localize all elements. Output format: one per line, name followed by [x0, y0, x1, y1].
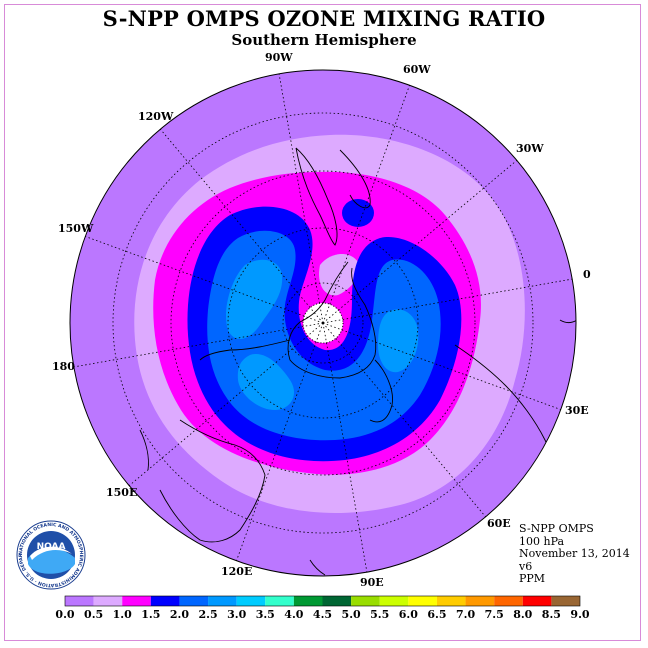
lon-label-30w: 30W — [516, 142, 544, 155]
lon-label-60w: 60W — [403, 63, 431, 76]
colorbar-tick-label: 1.0 — [112, 608, 132, 621]
map-title: S-NPP OMPS OZONE MIXING RATIO — [102, 6, 546, 31]
figure-frame — [4, 4, 641, 641]
colorbar-tick-label: 1.5 — [141, 608, 161, 621]
colorbar-tick-label: 2.0 — [169, 608, 190, 621]
colorbar-tick-label: 3.0 — [227, 608, 247, 621]
band-1-5-cell — [342, 199, 374, 227]
lon-label-0: 0 — [583, 268, 591, 281]
info-units: PPM — [519, 572, 546, 585]
colorbar-tick-label: 5.5 — [370, 608, 390, 621]
colorbar-tick-label: 7.0 — [455, 608, 476, 621]
lon-label-120w: 120W — [138, 110, 174, 123]
colorbar-tick-label: 9.0 — [570, 608, 590, 621]
lon-label-90e: 90E — [360, 576, 384, 589]
lat-circle-50 — [112, 112, 534, 534]
lon-label-90w: 90W — [265, 51, 293, 64]
map-subtitle: Southern Hemisphere — [231, 31, 417, 49]
lat-circle-70 — [227, 227, 419, 419]
colorbar-tick-label: 2.5 — [198, 608, 218, 621]
lon-label-150e: 150E — [106, 486, 138, 499]
colorbar-tick-label: 3.5 — [255, 608, 275, 621]
lat-circle-80 — [282, 282, 364, 364]
lat-circle-60 — [170, 170, 476, 476]
lon-label-120e: 120E — [221, 565, 253, 578]
colorbar-tick-label: 8.5 — [541, 608, 561, 621]
lon-label-30e: 30E — [565, 404, 589, 417]
coast-antarctica — [287, 267, 377, 379]
lon-label-180: 180 — [52, 360, 75, 373]
noaa-logo-text: NOAA — [37, 542, 66, 552]
coast-south-america — [295, 147, 338, 246]
band-2-5-b — [237, 354, 295, 410]
coast-new-zealand — [139, 429, 149, 471]
band-2-5-a — [225, 259, 283, 340]
lon-label-150w: 150W — [58, 222, 94, 235]
colorbar-tick-label: 6.5 — [427, 608, 447, 621]
colorbar-tick-label: 7.5 — [484, 608, 504, 621]
map-boundary — [69, 69, 577, 577]
info-version: v6 — [519, 559, 533, 573]
colorbar-tick-label: 6.0 — [398, 608, 418, 621]
band-2-5-c — [378, 309, 419, 373]
info-block: S-NPP OMPS 100 hPa November 13, 2014 v6 … — [519, 522, 630, 586]
info-date: November 13, 2014 — [519, 547, 630, 560]
colorbar-tick-label: 8.0 — [513, 608, 533, 621]
colorbar-tick-label: 0.5 — [84, 608, 104, 621]
noaa-logo: NATIONAL OCEANIC AND ATMOSPHERIC ADMINIS… — [16, 520, 86, 590]
lon-label-60e: 60E — [487, 517, 511, 530]
info-instrument: S-NPP OMPS — [519, 522, 594, 535]
colorbar-tick-label: 4.0 — [284, 608, 304, 621]
info-level: 100 hPa — [519, 534, 565, 548]
coast-antarctic-peninsula — [299, 261, 349, 323]
colorbar-tick-label: 4.5 — [312, 608, 333, 621]
colorbar-tick-label: 5.0 — [341, 608, 361, 621]
colorbar-tick-label: 0.0 — [55, 608, 75, 621]
